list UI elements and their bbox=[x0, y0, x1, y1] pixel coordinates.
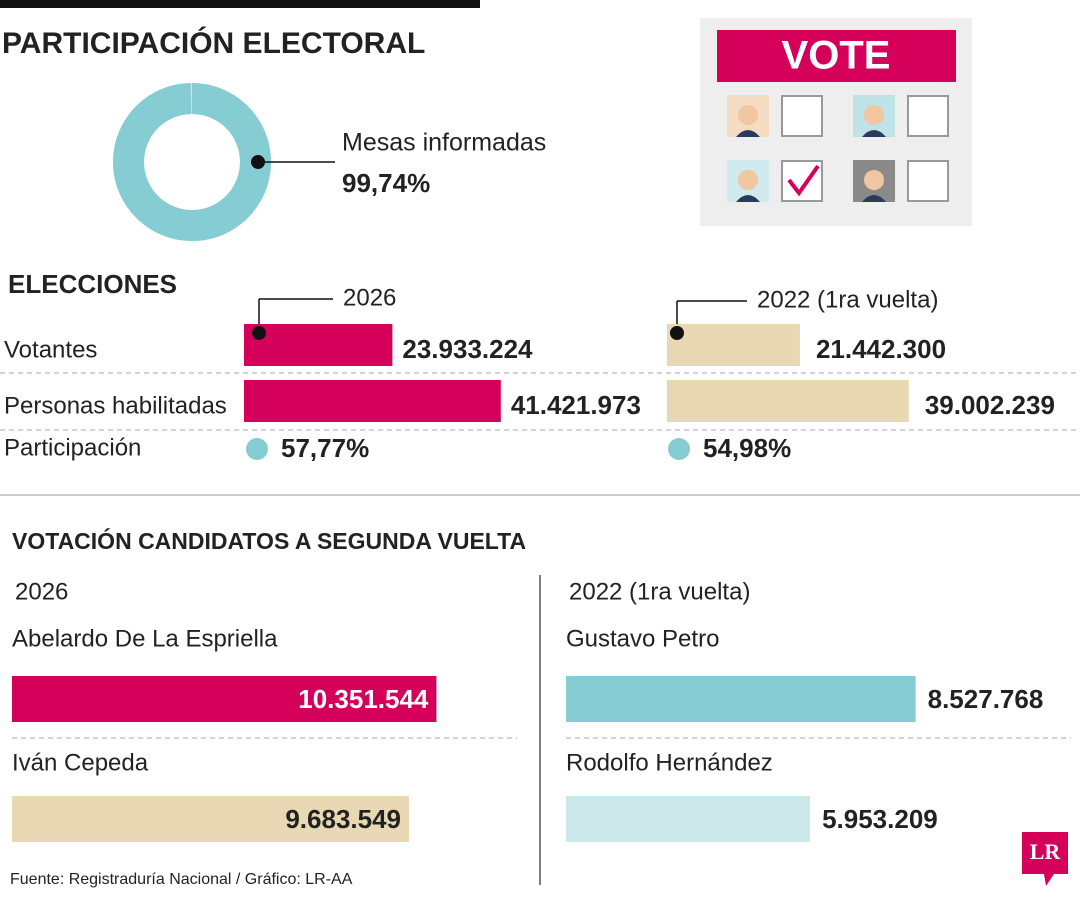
bar-value-label: 8.527.768 bbox=[928, 684, 1044, 714]
check-mark bbox=[787, 164, 820, 197]
bar-value-label: 41.421.973 bbox=[511, 390, 641, 420]
row-label: Participación bbox=[4, 434, 141, 461]
candidate-name: Rodolfo Hernández bbox=[566, 749, 773, 776]
bar bbox=[12, 796, 410, 842]
bar-value-label: 21.442.300 bbox=[816, 334, 946, 364]
bar bbox=[566, 676, 916, 722]
participation-value: 57,77% bbox=[281, 433, 369, 463]
participation-dot bbox=[668, 438, 690, 460]
ballot-illustration: VOTE bbox=[700, 18, 972, 226]
row-label: Personas habilitadas bbox=[4, 392, 227, 419]
top-rule bbox=[0, 0, 480, 8]
section-title: VOTACIÓN CANDIDATOS A SEGUNDA VUELTA bbox=[12, 527, 526, 554]
donut-value: 99,74% bbox=[342, 168, 430, 198]
candidate-name: Abelardo De La Espriella bbox=[12, 625, 278, 652]
checkbox bbox=[907, 160, 949, 202]
face bbox=[864, 105, 884, 125]
logo-text: LR bbox=[1030, 839, 1062, 864]
bar bbox=[667, 380, 909, 422]
logo-badge bbox=[1022, 832, 1068, 886]
bar-value-label: 39.002.239 bbox=[925, 390, 1055, 420]
bar-value-label: 23.933.224 bbox=[402, 334, 533, 364]
bar bbox=[244, 324, 393, 366]
face bbox=[738, 170, 758, 190]
bar bbox=[566, 796, 811, 842]
row-label: Votantes bbox=[4, 336, 97, 363]
logo: LR bbox=[1022, 832, 1068, 886]
bar bbox=[244, 380, 501, 422]
bar-value-label: 5.953.209 bbox=[822, 804, 938, 834]
group-label: 2026 bbox=[15, 578, 68, 605]
ballot-header bbox=[717, 30, 956, 82]
donut-arc bbox=[113, 83, 271, 241]
group-label: 2022 (1ra vuelta) bbox=[569, 578, 750, 605]
section-title: ELECCIONES bbox=[8, 269, 177, 299]
bar-value-label: 10.351.544 bbox=[298, 684, 429, 714]
candidate-name: Gustavo Petro bbox=[566, 625, 719, 652]
source-note: Fuente: Registraduría Nacional / Gráfico… bbox=[10, 871, 353, 888]
page-title: PARTICIPACIÓN ELECTORAL bbox=[2, 26, 425, 60]
checkbox bbox=[781, 95, 823, 137]
bar bbox=[12, 676, 437, 722]
checkbox bbox=[907, 95, 949, 137]
bar bbox=[667, 324, 800, 366]
bar-value-label: 9.683.549 bbox=[285, 804, 401, 834]
ballot-title: VOTE bbox=[782, 34, 891, 78]
legend-dot bbox=[670, 326, 684, 340]
participation-value: 54,98% bbox=[703, 433, 791, 463]
donut-label: Mesas informadas bbox=[342, 129, 546, 157]
legend-label: 2026 bbox=[343, 284, 396, 311]
face bbox=[864, 170, 884, 190]
face bbox=[738, 105, 758, 125]
participation-dot bbox=[246, 438, 268, 460]
candidate-name: Iván Cepeda bbox=[12, 749, 149, 776]
legend-label: 2022 (1ra vuelta) bbox=[757, 286, 938, 313]
legend-dot bbox=[252, 326, 266, 340]
